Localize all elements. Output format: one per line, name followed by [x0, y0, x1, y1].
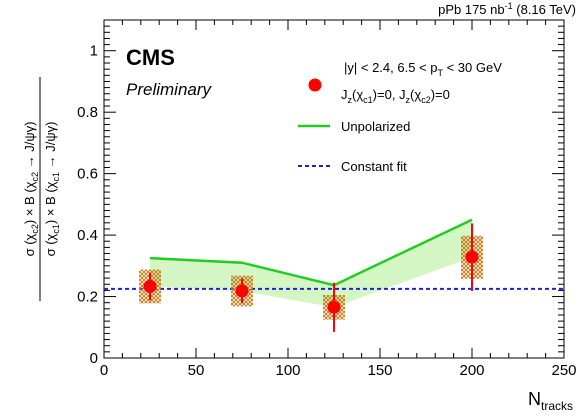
y-tick-label: 0.2 — [77, 289, 98, 306]
x-tick-label: 0 — [100, 362, 108, 379]
x-tick-label: 150 — [367, 362, 392, 379]
y-axis-title: σ (χc2) × B (χc2 → J/ψγ) σ (χc1) × B (χc… — [22, 77, 61, 301]
legend-marker-data — [308, 78, 322, 92]
x-tick-label: 100 — [275, 362, 300, 379]
plot-layer — [104, 218, 564, 332]
x-tick-label: 250 — [551, 362, 576, 379]
data-point — [143, 279, 157, 293]
y-axis-title-numerator: σ (χc2) × B (χc2 → J/ψγ) — [22, 122, 40, 257]
experiment-label: CMS — [126, 45, 175, 70]
legend-label-unpolarized: Unpolarized — [341, 119, 410, 134]
plot-frame — [103, 19, 565, 359]
y-tick-label: 0.8 — [77, 104, 98, 121]
selection-line-2: Jz(χc1)=0, Jz(χc2)=0 — [341, 87, 450, 105]
data-point — [235, 284, 249, 298]
y-tick-label: 0.4 — [77, 227, 98, 244]
unpolarized-band-fill — [150, 219, 472, 308]
data-point — [465, 250, 479, 264]
axes-layer: 0 50 100 150 200 250 0 0.2 0.4 0.6 0.8 1 — [77, 19, 577, 379]
x-tick-label: 50 — [188, 362, 205, 379]
y-axis-title-denominator: σ (χc1) × B (χc1 → J/ψγ) — [43, 122, 61, 257]
selection-line-1: |y| < 2.4, 6.5 < pT < 30 GeV — [344, 60, 502, 78]
y-tick-label: 0.6 — [77, 166, 98, 183]
unpolarized-band-upper-line — [149, 218, 473, 287]
legend-label-constant-fit: Constant fit — [341, 159, 407, 174]
y-tick-label: 0 — [90, 350, 98, 367]
data-point — [327, 300, 341, 314]
y-tick-label: 1 — [90, 43, 98, 60]
lumi-header: pPb 175 nb-1 (8.16 TeV) — [438, 1, 576, 17]
x-tick-label: 200 — [459, 362, 484, 379]
status-label: Preliminary — [126, 80, 213, 99]
x-axis-title: Ntracks — [528, 389, 573, 413]
